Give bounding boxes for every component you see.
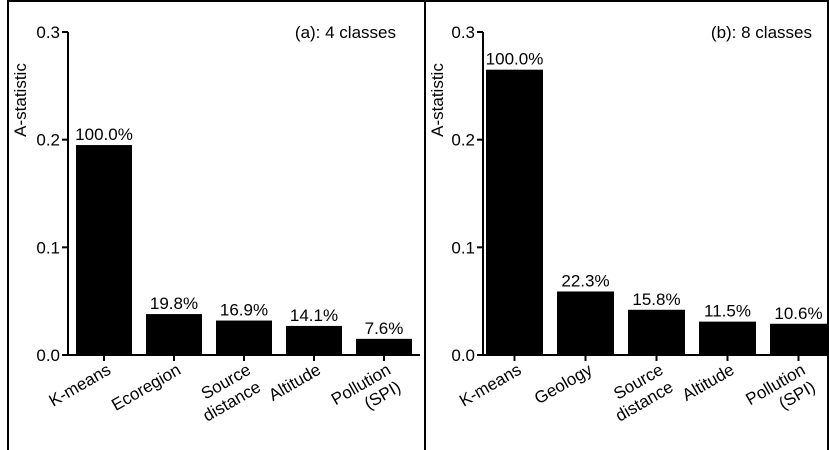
x-category-label-line: Ecoregion: [108, 360, 184, 415]
x-category-label: Geology: [531, 360, 596, 408]
panel-title: (b): 8 classes: [711, 23, 812, 42]
y-tick-label: 0.2: [36, 131, 60, 150]
bar-data-label: 15.8%: [632, 290, 680, 309]
x-category-label-line: Altitude: [265, 360, 324, 405]
y-tick-label: 0.3: [451, 23, 475, 42]
chart-panel-a: 0.0 0.1 0.2 0.3 A-statistic (a): 4 classes 100…: [11, 23, 420, 426]
charts-root: 0.0 0.1 0.2 0.3 A-statistic (a): 4 classes 100…: [11, 23, 828, 426]
y-tick-label: 0.1: [451, 238, 475, 257]
y-tick-label: 0.1: [36, 238, 60, 257]
bar: [76, 145, 132, 355]
bar-data-label: 14.1%: [290, 306, 338, 325]
y-axis-label: A-statistic: [428, 63, 447, 137]
x-category-label: K-means: [456, 360, 524, 410]
bar-data-label: 16.9%: [220, 301, 268, 320]
y-tick-label: 0.3: [36, 23, 60, 42]
chart-panel-b: 0.0 0.1 0.2 0.3 A-statistic (b): 8 classes 100…: [428, 23, 828, 426]
bar-data-label: 100.0%: [486, 50, 544, 69]
bar-data-label: 11.5%: [704, 302, 751, 321]
y-tick-label: 0.0: [36, 346, 60, 365]
bar-data-label: 100.0%: [75, 125, 133, 144]
x-category-label: Ecoregion: [108, 360, 184, 415]
bar-data-label: 22.3%: [561, 271, 609, 290]
x-category-label-line: K-means: [46, 360, 114, 410]
bar-data-label: 7.6%: [365, 319, 404, 338]
x-category-label-line: K-means: [456, 360, 524, 410]
bar-data-label: 19.8%: [150, 294, 198, 313]
bar: [356, 338, 412, 355]
bar: [286, 325, 342, 355]
bar: [628, 309, 685, 355]
bar: [557, 291, 614, 355]
x-category-label-line: Altitude: [679, 360, 738, 405]
bar: [699, 321, 756, 355]
x-category-label: Altitude: [265, 360, 324, 405]
bar: [770, 323, 827, 355]
bar: [146, 314, 202, 355]
x-category-label: Pollution(SPI): [743, 360, 819, 426]
x-category-label: Sourcedistance: [602, 360, 676, 425]
y-axis-label: A-statistic: [11, 63, 30, 137]
x-category-label: Sourcedistance: [190, 360, 264, 425]
bar: [486, 69, 543, 355]
y-tick-label: 0.0: [451, 346, 475, 365]
x-category-label-line: Geology: [531, 360, 596, 408]
x-category-label: K-means: [46, 360, 114, 410]
panel-title: (a): 4 classes: [295, 23, 396, 42]
x-category-label: Pollution(SPI): [328, 360, 404, 426]
y-tick-label: 0.2: [451, 131, 475, 150]
bar: [216, 320, 272, 355]
bar-data-label: 10.6%: [774, 304, 822, 323]
x-category-label: Altitude: [679, 360, 738, 405]
